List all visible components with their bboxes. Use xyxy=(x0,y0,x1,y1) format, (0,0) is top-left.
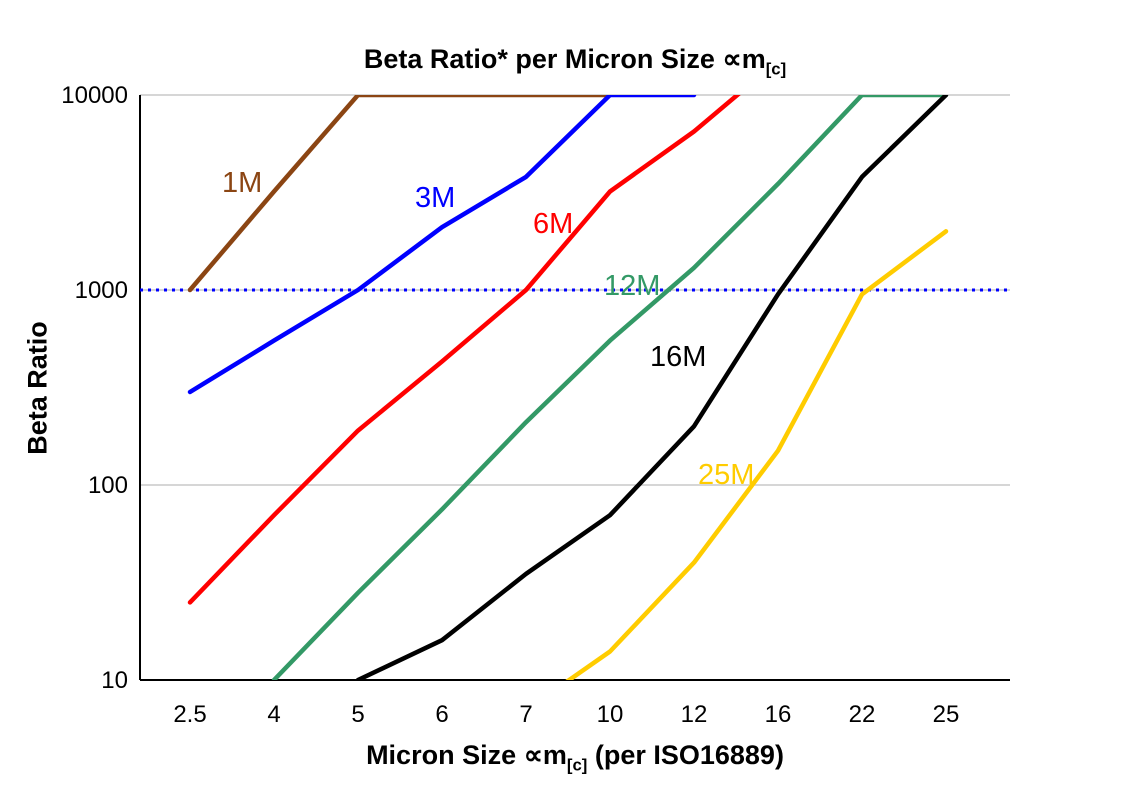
chart-title: Beta Ratio* per Micron Size ∝m[c] xyxy=(140,44,1010,79)
series-label-25M: 25M xyxy=(698,459,754,491)
x-tick-label-2.5: 2.5 xyxy=(173,701,206,728)
x-tick-label-16: 16 xyxy=(765,701,792,728)
x-tick-label-7: 7 xyxy=(519,701,532,728)
series-line-25M xyxy=(565,229,949,680)
x-axis-label-post: (per ISO16889) xyxy=(587,740,784,770)
y-tick-label-100: 100 xyxy=(88,472,128,499)
chart-title-main: Beta Ratio* per Micron Size ∝m xyxy=(363,44,766,74)
x-tick-label-22: 22 xyxy=(849,701,876,728)
y-tick-label-10: 10 xyxy=(101,667,128,694)
x-axis-label-pre: Micron Size ∝m xyxy=(366,740,567,770)
x-tick-label-10: 10 xyxy=(597,701,624,728)
x-tick-label-12: 12 xyxy=(681,701,708,728)
series-label-16M: 16M xyxy=(650,341,706,373)
y-tick-label-1000: 1000 xyxy=(75,277,128,304)
series-label-1M: 1M xyxy=(222,167,262,199)
x-tick-label-5: 5 xyxy=(351,701,364,728)
series-label-12M: 12M xyxy=(604,270,660,302)
x-tick-label-4: 4 xyxy=(267,701,280,728)
series-line-1M xyxy=(187,95,613,293)
x-tick-label-25: 25 xyxy=(933,701,960,728)
series-label-6M: 6M xyxy=(533,208,573,240)
series-label-3M: 3M xyxy=(415,182,455,214)
y-tick-label-10000: 10000 xyxy=(61,82,128,109)
series-line-6M xyxy=(187,95,741,605)
x-axis-label: Micron Size ∝m[c] (per ISO16889) xyxy=(140,740,1010,775)
series-line-3M xyxy=(187,95,697,395)
x-axis-label-subscript: [c] xyxy=(566,755,588,775)
x-tick-label-6: 6 xyxy=(435,701,448,728)
series-line-16M xyxy=(355,95,949,680)
series-line-12M xyxy=(271,95,949,680)
chart-title-subscript: [c] xyxy=(765,59,787,79)
